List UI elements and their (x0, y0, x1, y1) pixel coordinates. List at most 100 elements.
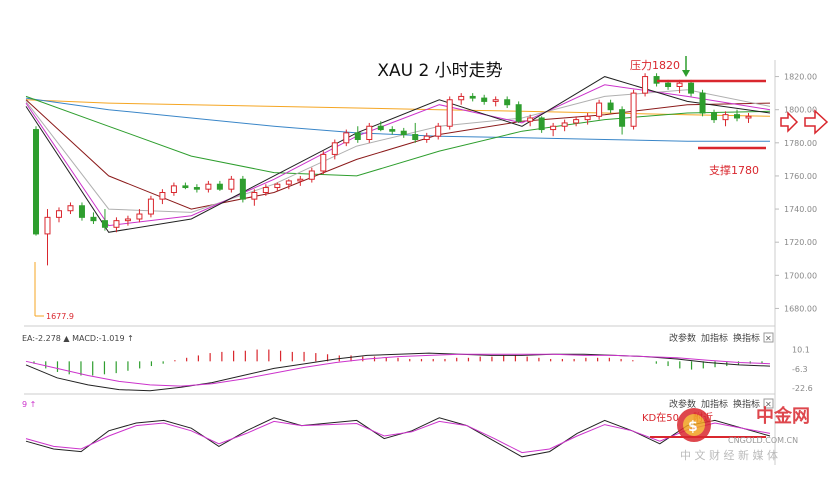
candle (688, 79, 695, 97)
candle (366, 122, 373, 143)
candle (596, 99, 603, 120)
y-tick-label: 1760.00 (784, 172, 817, 181)
y-tick-label: 1800.00 (784, 106, 817, 115)
candle (170, 182, 177, 196)
candle (642, 73, 649, 97)
watermark-logo: $ (677, 408, 711, 442)
kdj-header: 9 ↑ (22, 400, 36, 409)
candle (412, 122, 419, 143)
macd-header: EA:-2.278 ▲ MACD:-1.019 ↑ (22, 334, 134, 343)
candle (182, 182, 189, 190)
candle (435, 122, 442, 140)
low-label: 1677.9 (46, 312, 74, 321)
candle (78, 202, 85, 221)
y-tick-label: 1680.00 (784, 304, 817, 313)
candle (239, 175, 246, 203)
candle (423, 132, 430, 143)
candle (113, 217, 120, 233)
candle (377, 121, 384, 132)
candle (343, 129, 350, 147)
candle (561, 119, 568, 132)
macd-switch-indicator-button[interactable]: 换指标 (733, 332, 760, 344)
candle (274, 182, 281, 191)
candle (147, 195, 154, 218)
candle (527, 114, 534, 127)
candle (262, 184, 269, 196)
ma-line-3 (25, 99, 771, 210)
candle (136, 209, 143, 223)
candle (320, 151, 327, 175)
candle (297, 175, 304, 186)
candle (67, 202, 74, 215)
candle (400, 127, 407, 138)
chart-title: XAU 2 小时走势 (377, 61, 502, 81)
candle (504, 96, 511, 109)
candle (33, 126, 39, 236)
kdj-close-button[interactable] (763, 398, 774, 409)
y-tick-label: 1820.00 (784, 73, 817, 82)
watermark-tagline: 中 文 财 经 新 媒 体 (680, 448, 778, 462)
candle (573, 116, 580, 127)
support-label: 支撑1780 (709, 163, 759, 177)
candle (492, 96, 499, 107)
kdj-d-line (25, 420, 771, 454)
y-tick-label: 1780.00 (784, 139, 817, 148)
macd-y-tick-label: -22.6 (792, 384, 813, 393)
ma-line-1 (25, 97, 770, 142)
candle (711, 109, 718, 123)
candle (745, 113, 752, 123)
macd-y-tick-label: 10.1 (792, 345, 810, 354)
candle (389, 126, 396, 135)
kdj-switch-indicator-button[interactable]: 换指标 (733, 398, 760, 410)
candle (515, 101, 522, 123)
kdj-add-indicator-button[interactable]: 加指标 (701, 398, 728, 410)
svg-text:$: $ (688, 419, 698, 435)
nav-right-arrow-icon[interactable] (804, 109, 829, 135)
kdj-close-icon: ✕ (765, 400, 772, 409)
candle (331, 139, 338, 160)
candle (285, 179, 292, 190)
candle (538, 116, 545, 133)
candle (584, 113, 591, 125)
kdj-k-line (25, 417, 771, 458)
macd-add-indicator-button[interactable]: 加指标 (701, 332, 728, 344)
price-arrow-icon (780, 111, 799, 133)
candle (734, 109, 741, 122)
ma-line-5 (25, 84, 771, 227)
candle (619, 106, 626, 135)
candle (55, 207, 62, 223)
ma-line-0 (25, 99, 771, 117)
candle (124, 215, 131, 226)
watermark-url: CNGOLD.COM.CN (728, 436, 798, 445)
ma-line-2 (25, 95, 771, 177)
candle (308, 167, 315, 183)
macd-y-tick-label: -6.3 (792, 365, 808, 374)
candle (722, 111, 729, 127)
candle (44, 209, 51, 266)
candle (481, 94, 488, 105)
kdj-change-params-button[interactable]: 改参数 (669, 398, 696, 410)
candle (630, 89, 637, 130)
ma-line-6 (25, 76, 771, 233)
resistance-label: 压力1820 (630, 59, 680, 72)
candle (446, 96, 453, 130)
candle (228, 175, 235, 193)
candle (699, 89, 706, 117)
macd-close-button[interactable] (763, 332, 774, 343)
candle (101, 209, 108, 231)
candle (193, 184, 200, 193)
candle (216, 180, 223, 191)
candle (469, 93, 476, 102)
candle (251, 189, 258, 206)
candle (205, 180, 212, 193)
y-tick-label: 1740.00 (784, 205, 817, 214)
candle (90, 212, 97, 224)
candle (458, 93, 465, 105)
macd-close-icon: ✕ (765, 334, 772, 343)
candle (550, 122, 557, 137)
y-tick-label: 1720.00 (784, 238, 817, 247)
macd-change-params-button[interactable]: 改参数 (669, 332, 696, 344)
macd-dea-line (25, 353, 771, 387)
